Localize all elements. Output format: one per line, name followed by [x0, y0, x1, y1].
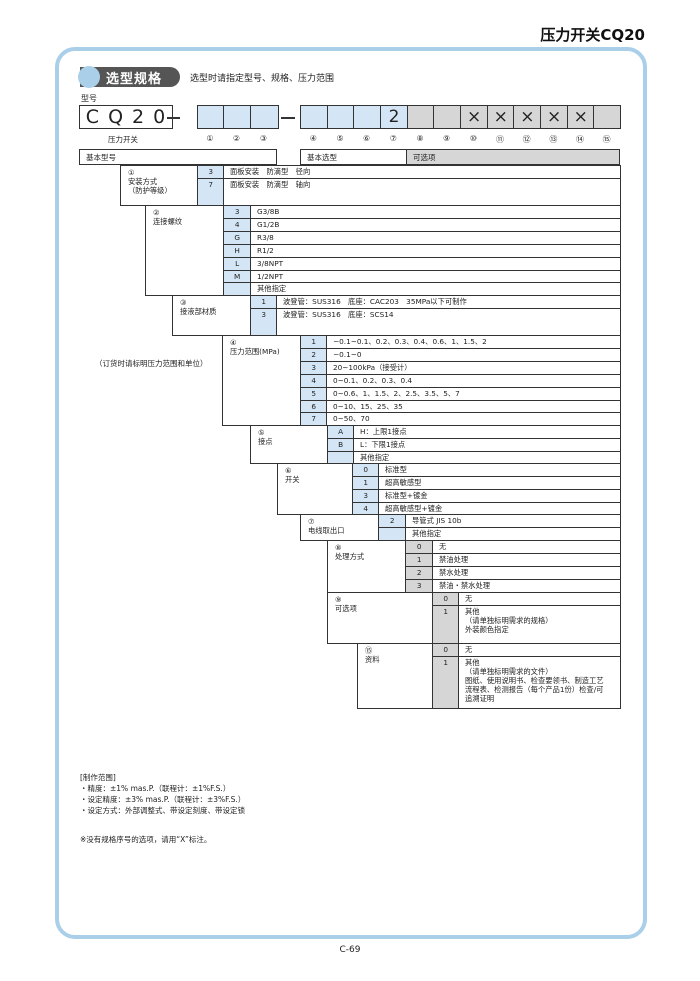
model-slot-6: [353, 105, 382, 129]
slot-number: ⑫: [522, 135, 531, 144]
section-label: 安装方式 （防护等级）: [128, 177, 172, 196]
model-slot-7: 2: [380, 105, 409, 129]
slot-number: ⑤: [336, 134, 344, 143]
section-number: ⑤: [258, 428, 265, 437]
model-slot-11: ×: [486, 105, 515, 129]
option-code: 7: [197, 178, 225, 207]
slot-number: ①: [206, 134, 214, 143]
page-number: C-69: [339, 945, 361, 955]
option-description: 波登管：SUS316 底座：CAC203 35MPa以下可制作: [276, 295, 622, 310]
section-heading-pill: [80, 67, 180, 87]
section-label: 电线取出口: [308, 526, 345, 536]
separator-dash: [281, 117, 295, 119]
basic-selection-bar: 基本选型: [300, 149, 408, 165]
section-label: 接点: [258, 437, 273, 447]
option-code: 3: [250, 308, 278, 337]
model-slot-10: ×: [460, 105, 489, 129]
section-number: ⑥: [285, 466, 292, 475]
separator-dash: [167, 117, 180, 119]
model-slot-4: [300, 105, 329, 129]
model-prefix-box: CQ20: [79, 105, 173, 129]
option-code: 1: [432, 605, 460, 645]
option-description: 面板安装 防滴型 轴向: [223, 178, 622, 207]
model-slot-1: [197, 105, 225, 129]
model-slot-9: [433, 105, 462, 129]
section-label-cell: ① 安装方式 （防护等级）: [120, 165, 199, 207]
section-number: ④: [230, 338, 237, 347]
section-number: ②: [153, 208, 160, 217]
section-label: 接液部材质: [180, 307, 217, 317]
section-label-cell: ⑥ 开关: [277, 463, 354, 516]
slot-number: ⑧: [416, 134, 424, 143]
section-label-cell: ⑤ 接点: [250, 425, 329, 465]
section-number: ⑮: [365, 646, 373, 655]
model-slot-3: [250, 105, 279, 129]
section-label-cell: ② 连接螺纹: [145, 205, 225, 297]
slot-number: ⑩: [469, 134, 477, 143]
slot-number: ⑭: [576, 135, 585, 144]
manufacturing-range-notes: [制作范围] ・精度：±1% mas.P.（联程计：±1%F.S.） ・设定精度…: [80, 773, 245, 817]
slot-number: ④: [309, 134, 317, 143]
model-slot-12: ×: [513, 105, 542, 129]
slot-number: ⑥: [363, 134, 371, 143]
page-frame: [55, 47, 647, 939]
option-description: 超高敏感型: [378, 476, 622, 491]
section-number: ③: [180, 298, 187, 307]
model-label: 型号: [81, 94, 97, 103]
x-marking-note: ※没有规格序号的选项，请用“X”标注。: [80, 835, 212, 844]
section-label: 压力范围(MPa): [230, 347, 280, 357]
section-label-cell: ⑧ 处理方式: [327, 540, 407, 594]
basic-model-bar: 基本型号: [79, 149, 277, 165]
section-label-cell: ④ 压力范围(MPa): [222, 335, 302, 427]
section-label: 可选项: [335, 604, 357, 614]
section-label-cell: ⑨ 可选项: [327, 592, 434, 645]
section-label: 开关: [285, 475, 300, 485]
notes-item: ・设定方式：外部调整式、带设定刻度、带设定锁: [80, 805, 245, 815]
section-label: 资料: [365, 655, 380, 665]
model-slot-5: [326, 105, 355, 129]
model-slot-8: [406, 105, 435, 129]
order-note: （订货时请标明压力范围和单位）: [95, 359, 208, 368]
option-description: 波登管：SUS316 底座：SCS14: [276, 308, 622, 337]
section-number: ⑦: [308, 517, 315, 526]
section-label-cell: ⑮ 资料: [357, 643, 434, 710]
section-label: 连接螺纹: [153, 217, 183, 227]
model-slot-13: ×: [540, 105, 569, 129]
section-number: ①: [128, 168, 135, 177]
circle-bullet-icon: [78, 66, 100, 88]
section-heading: 选型规格: [106, 72, 163, 87]
options-bar: 可选项: [406, 149, 620, 165]
section-subtitle: 选型时请指定型号、规格、压力范围: [190, 74, 335, 84]
notes-item: ・精度：±1% mas.P.（联程计：±1%F.S.）: [80, 783, 231, 793]
option-code: 1: [432, 656, 460, 710]
model-slot-15: [593, 105, 622, 129]
section-label: 处理方式: [335, 552, 365, 562]
slot-number: ⑬: [549, 135, 558, 144]
slot-number: ⑪: [496, 135, 505, 144]
option-description: 其他 （请单独标明需求的文件） 图纸、使用说明书、检查要领书、制造工艺 流程表、…: [458, 656, 622, 710]
slot-number: ⑦: [389, 134, 397, 143]
section-number: ⑨: [335, 595, 342, 604]
model-slot-14: ×: [566, 105, 595, 129]
slot-number: ⑨: [443, 134, 451, 143]
slot-number: ⑮: [602, 135, 611, 144]
section-label-cell: ③ 接液部材质: [172, 295, 252, 337]
model-slot-2: [223, 105, 252, 129]
page-title: 压力开关CQ20: [540, 26, 645, 44]
slot-number: ②: [232, 134, 241, 143]
section-label-cell: ⑦ 电线取出口: [300, 514, 380, 542]
slot-number: ③: [259, 134, 268, 143]
notes-heading: [制作范围]: [80, 773, 116, 782]
option-description: 其他 （请单独标明需求的规格） 外装颜色指定: [458, 605, 622, 645]
section-number: ⑧: [335, 543, 342, 552]
model-prefix-caption: 压力开关: [108, 135, 138, 144]
notes-item: ・设定精度：±3% mas.P.（联程计：±3%F.S.）: [80, 794, 246, 804]
